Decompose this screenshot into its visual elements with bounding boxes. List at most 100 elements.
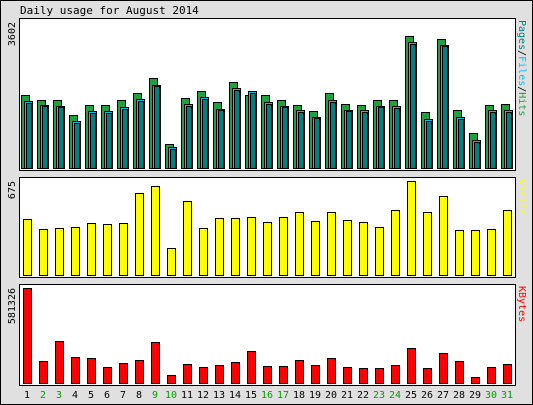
bar-kbytes: [87, 358, 96, 384]
bar-visits: [391, 210, 400, 276]
bar-pages: [506, 112, 512, 169]
bar-kbytes: [439, 353, 448, 384]
x-tick-label: 25: [405, 390, 417, 401]
panel-visits-max-label: 675: [7, 181, 18, 199]
bar-visits: [119, 223, 128, 276]
bar-kbytes: [359, 368, 368, 384]
legend-item-0: KBytes: [516, 286, 527, 322]
bar-visits: [487, 229, 496, 276]
x-tick-label: 12: [197, 390, 209, 401]
bar-pages: [170, 149, 176, 169]
bar-kbytes: [39, 361, 48, 384]
x-tick-label: 14: [229, 390, 241, 401]
bar-pages: [266, 104, 272, 169]
x-tick-label: 13: [213, 390, 225, 401]
legend-item-3: /: [516, 86, 527, 92]
x-tick-label: 24: [389, 390, 401, 401]
bar-visits: [471, 230, 480, 276]
bar-kbytes: [279, 366, 288, 384]
bar-pages: [154, 86, 160, 169]
bar-visits: [263, 222, 272, 276]
bar-visits: [423, 212, 432, 276]
panel-hits-max-label: 3602: [7, 22, 18, 46]
bar-kbytes: [167, 375, 176, 384]
legend-item-2: Files: [516, 56, 527, 86]
bar-kbytes: [71, 357, 80, 384]
x-tick-label: 31: [501, 390, 513, 401]
bar-visits: [375, 227, 384, 276]
bar-kbytes: [295, 360, 304, 384]
bar-kbytes: [247, 351, 256, 384]
x-tick-label: 2: [40, 390, 46, 401]
bar-pages: [250, 93, 256, 169]
x-tick-label: 26: [421, 390, 433, 401]
bar-pages: [234, 90, 240, 169]
x-tick-label: 18: [293, 390, 305, 401]
x-tick-label: 27: [437, 390, 449, 401]
legend-item-4: Hits: [516, 92, 527, 116]
bar-visits: [71, 227, 80, 276]
panel-kbytes-max-label: 581326: [7, 288, 18, 324]
bar-pages: [378, 107, 384, 169]
bar-visits: [343, 220, 352, 276]
bar-visits: [247, 217, 256, 276]
panel-hits: 3602 Pages/Files/Hits: [7, 18, 527, 171]
bar-pages: [74, 123, 80, 169]
bar-pages: [490, 112, 496, 169]
bar-kbytes: [503, 364, 512, 384]
bar-kbytes: [327, 358, 336, 384]
bar-visits: [167, 248, 176, 276]
bar-visits: [151, 186, 160, 276]
bar-kbytes: [103, 367, 112, 384]
legend-item-0: Pages: [516, 20, 527, 50]
bar-kbytes: [343, 367, 352, 384]
bar-pages: [26, 103, 32, 169]
bar-pages: [58, 107, 64, 169]
x-tick-label: 11: [181, 390, 193, 401]
bar-pages: [346, 111, 352, 169]
legend-item-0: Visits: [516, 179, 527, 215]
bar-visits: [295, 212, 304, 276]
bar-kbytes: [119, 363, 128, 384]
bar-visits: [23, 219, 32, 276]
x-tick-label: 30: [485, 390, 497, 401]
bar-kbytes: [455, 361, 464, 384]
bar-kbytes: [471, 377, 480, 384]
x-tick-label: 29: [469, 390, 481, 401]
bar-kbytes: [407, 348, 416, 384]
bar-visits: [503, 210, 512, 276]
bar-kbytes: [263, 366, 272, 384]
x-tick-label: 8: [136, 390, 142, 401]
bar-kbytes: [391, 365, 400, 384]
x-tick-label: 4: [72, 390, 78, 401]
x-tick-label: 3: [56, 390, 62, 401]
bar-pages: [282, 107, 288, 169]
bar-pages: [90, 113, 96, 169]
bar-kbytes: [375, 368, 384, 384]
x-tick-label: 19: [309, 390, 321, 401]
bar-pages: [410, 44, 416, 169]
bar-visits: [231, 218, 240, 276]
bar-visits: [279, 217, 288, 276]
x-tick-label: 10: [165, 390, 177, 401]
bar-visits: [455, 230, 464, 276]
bar-visits: [87, 223, 96, 276]
panel-visits-legend: Visits: [516, 179, 527, 215]
bar-visits: [55, 228, 64, 276]
bar-visits: [407, 181, 416, 276]
x-tick-label: 28: [453, 390, 465, 401]
panel-hits-legend: Pages/Files/Hits: [516, 20, 527, 116]
bar-kbytes: [55, 341, 64, 384]
bar-visits: [103, 224, 112, 276]
bar-kbytes: [423, 368, 432, 384]
bar-pages: [442, 46, 448, 169]
x-tick-label: 22: [357, 390, 369, 401]
bar-pages: [314, 118, 320, 169]
bar-visits: [215, 218, 224, 276]
bar-kbytes: [183, 364, 192, 384]
bar-pages: [394, 108, 400, 169]
bar-pages: [106, 113, 112, 169]
bar-pages: [42, 106, 48, 169]
x-tick-label: 16: [261, 390, 273, 401]
